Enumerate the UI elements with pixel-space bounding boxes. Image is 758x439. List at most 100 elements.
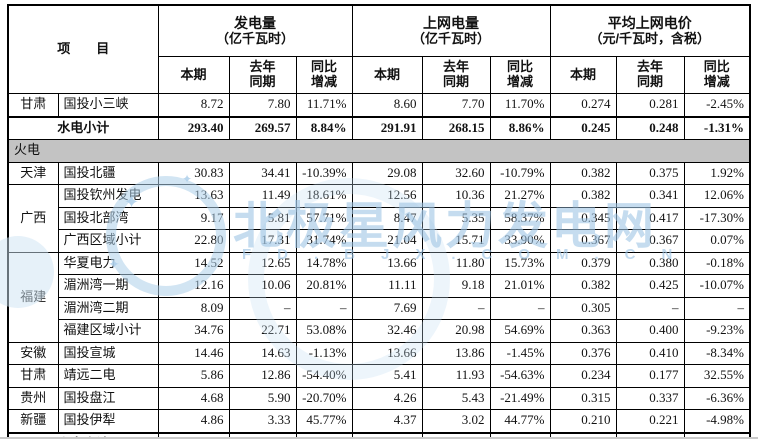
cell-value: 22.80 (157, 229, 230, 253)
cell-value: 11.71% (295, 93, 353, 117)
cell-value: -17.30% (683, 206, 751, 230)
cell-value: 45.77% (295, 409, 353, 433)
cell-value: 22.71 (228, 319, 297, 343)
cell-value: 21.27% (489, 184, 551, 208)
cell-province: 福建 (7, 251, 59, 343)
cell-company: 国投北疆 (57, 161, 159, 185)
cell-value: 0.363 (549, 319, 617, 343)
cell-value: -1.31% (683, 115, 751, 140)
cell-value: 31.74% (295, 229, 353, 253)
cell-value: 13.86 (421, 341, 491, 365)
cell-value: 12.86 (228, 364, 297, 388)
cell-value: – (295, 296, 353, 320)
group-title: 上网电量 (423, 15, 479, 32)
cell-value: 8.60 (351, 93, 423, 117)
header-current: 本期 (351, 56, 423, 94)
header-group-ongrid: 上网电量 （亿千瓦时） (351, 4, 551, 57)
cell-value: 0.315 (549, 386, 617, 410)
cell-value: -0.18% (683, 251, 751, 275)
cell-value: 21.04 (351, 229, 423, 253)
cell-company: 福建区域小计 (57, 319, 159, 343)
cell-value: 21.01% (489, 274, 551, 298)
cell-value: – (489, 296, 551, 320)
cell-value: 18.61% (295, 184, 353, 208)
cell-value: 13.66 (351, 341, 423, 365)
header-current: 本期 (549, 56, 617, 94)
cell-province: 天津 (7, 161, 59, 185)
cell-value: 32.60 (421, 161, 491, 185)
cell-value: 0.375 (615, 161, 685, 185)
thermal-subtotal-row: 火电小计 118.26 111.14 6.40% 110.28 103.53 6… (7, 431, 751, 439)
cell-value: 0.305 (549, 296, 617, 320)
cell-value: 9.17 (157, 206, 230, 230)
cell-value: 0.245 (549, 115, 617, 140)
table-row: 湄洲湾一期 12.16 10.06 20.81% 11.11 9.18 21.0… (8, 274, 751, 298)
cell-company: 国投伊犁 (57, 409, 159, 433)
cell-value: 9.18 (421, 274, 491, 298)
cell-value: 15.73% (489, 251, 551, 275)
cell-value: 7.80 (228, 93, 297, 117)
header-yoy: 同比 增减 (295, 56, 353, 94)
cell-value: -8.34% (683, 341, 751, 365)
cell-section-label: 火电 (7, 139, 751, 163)
cell-value: 12.56 (351, 184, 423, 208)
cell-value: 0.379 (549, 251, 617, 275)
cell-company: 湄洲湾二期 (57, 296, 159, 320)
cell-value: 4.86 (157, 409, 230, 433)
cell-value: 12.16 (157, 274, 230, 298)
cell-value: 0.376 (549, 341, 617, 365)
cell-value: 8.84% (295, 115, 353, 140)
cell-value: 14.78% (295, 251, 353, 275)
header-current: 本期 (157, 56, 230, 94)
cell-value: 0.177 (615, 364, 685, 388)
header-group-generation: 发电量 （亿千瓦时） (157, 4, 353, 57)
cell-value: 11.11 (351, 274, 423, 298)
thermal-section-row: 火电 (7, 139, 751, 163)
cell-province: 广西 (7, 184, 59, 253)
table-row: 湄洲湾二期 8.09 – – 7.69 – – 0.305 – – (8, 296, 751, 320)
cell-value: 4.26 (351, 386, 423, 410)
cell-company: 国投宣城 (57, 341, 159, 365)
cell-value: 291.91 (351, 115, 423, 140)
cell-value: 14.63 (228, 341, 297, 365)
cell-value: 10.36 (421, 184, 491, 208)
table-row: 广西区域小计 22.80 17.31 31.74% 21.04 15.71 33… (8, 229, 751, 253)
cell-value: -6.36% (683, 386, 751, 410)
cell-value: – (615, 296, 685, 320)
cell-value: 1.92% (683, 161, 751, 185)
cell-value: 34.41 (228, 161, 297, 185)
cell-value: -1.13% (295, 341, 353, 365)
cell-value: -4.98% (683, 409, 751, 433)
cell-value: 57.71% (295, 206, 353, 230)
cell-value: -54.40% (295, 364, 353, 388)
cell-value: 0.382 (549, 184, 617, 208)
cell-value: 8.47 (351, 206, 423, 230)
cell-value: 0.380 (615, 251, 685, 275)
cell-value: 0.410 (615, 341, 685, 365)
header-yoy: 同比 增减 (489, 56, 551, 94)
cropped-next-row-strip (0, 437, 758, 439)
cell-value: 5.41 (351, 364, 423, 388)
cell-value: -10.39% (295, 161, 353, 185)
cell-value: 0.248 (615, 115, 685, 140)
table-row: 福建 华夏电力 14.52 12.65 14.78% 13.66 11.80 1… (7, 251, 751, 343)
cell-value: 269.57 (228, 115, 297, 140)
cell-value: 13.66 (351, 251, 423, 275)
group-title: 发电量 (234, 15, 276, 32)
cell-value: 12.06% (683, 184, 751, 208)
cell-company: 靖远二电 (57, 364, 159, 388)
cell-value: 0.234 (549, 364, 617, 388)
cell-value: 5.86 (157, 364, 230, 388)
cell-value: 14.52 (157, 251, 230, 275)
cell-value: – (228, 296, 297, 320)
header-sub-row: 本期 去年 同期 同比 增减 本期 去年 同期 同比 增减 本期 去年 同期 同… (8, 56, 751, 94)
cell-value: 34.76 (157, 319, 230, 343)
table-row: 天津 国投北疆 30.83 34.41 -10.39% 29.08 32.60 … (7, 161, 751, 185)
cell-value: 4.68 (157, 386, 230, 410)
cell-value: 20.81% (295, 274, 353, 298)
table-row: 福建区域小计 34.76 22.71 53.08% 32.46 20.98 54… (8, 319, 751, 343)
cell-value: 11.49 (228, 184, 297, 208)
cell-value: 11.80 (421, 251, 491, 275)
cell-value: 4.37 (351, 409, 423, 433)
